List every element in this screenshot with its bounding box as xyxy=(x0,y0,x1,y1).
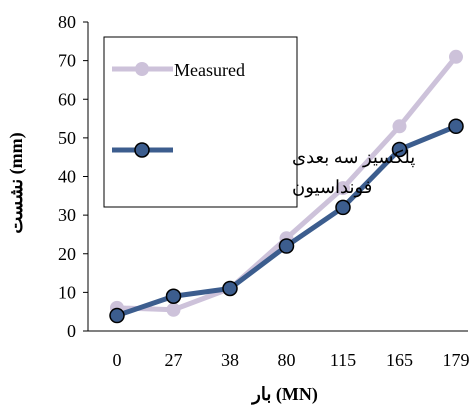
y-axis-title: نشست (mm) xyxy=(6,132,27,233)
series-0-point xyxy=(392,119,407,134)
y-tick-label: 50 xyxy=(58,128,76,148)
y-tick-label: 70 xyxy=(58,51,76,71)
x-axis-title: بار (MN) xyxy=(250,384,318,405)
legend-label-measured: Measured xyxy=(174,60,245,80)
x-tick-label: 165 xyxy=(386,350,413,370)
x-axis-ticks: 0 27 38 80 115 165 179 xyxy=(113,350,470,370)
series-0-point xyxy=(449,49,463,64)
x-tick-label: 115 xyxy=(330,350,356,370)
legend-swatch-marker-plaxis xyxy=(134,142,150,158)
x-tick-label: 0 xyxy=(113,350,122,370)
y-axis-ticks: 0 10 20 30 40 50 60 70 80 xyxy=(58,12,88,341)
y-tick-label: 80 xyxy=(58,12,76,32)
series-0-point xyxy=(166,302,181,317)
x-tick-label: 179 xyxy=(443,350,470,370)
series-1-point xyxy=(335,199,351,216)
series-1-point xyxy=(278,238,295,254)
legend-label-plaxis-line1: پلکسیز سه بعدی xyxy=(292,147,415,168)
x-tick-label: 38 xyxy=(221,350,239,370)
x-tick-label: 27 xyxy=(165,350,183,370)
y-tick-label: 60 xyxy=(58,89,76,109)
series-1-point xyxy=(165,288,182,304)
legend-label-plaxis-line2: فونداسیون xyxy=(292,177,372,198)
y-tick-label: 0 xyxy=(67,321,76,341)
legend: Measured پلکسیز سه بعدی فونداسیون xyxy=(103,36,415,208)
y-tick-label: 40 xyxy=(58,167,76,187)
series-1-point xyxy=(109,307,125,324)
x-tick-label: 80 xyxy=(278,350,296,370)
series-1-point xyxy=(391,141,408,158)
y-tick-label: 20 xyxy=(58,244,76,264)
series-layer xyxy=(109,49,464,324)
series-1-point xyxy=(222,280,238,297)
legend-swatch-marker-measured xyxy=(135,62,149,76)
y-tick-label: 30 xyxy=(58,205,76,225)
series-0-point xyxy=(336,181,350,196)
series-1-point xyxy=(448,118,464,135)
y-tick-label: 10 xyxy=(58,282,76,302)
